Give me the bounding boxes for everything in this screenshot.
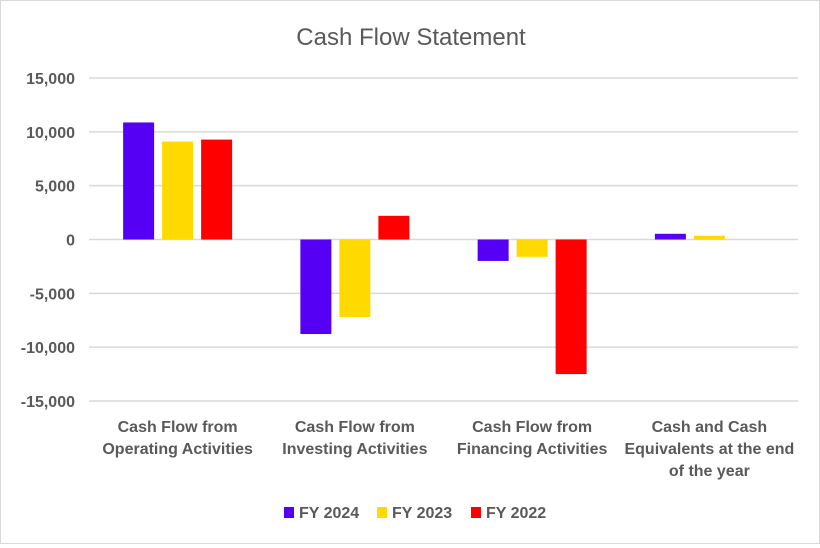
bar-fy-2024 — [477, 239, 509, 261]
bar-fy-2024 — [123, 122, 155, 240]
legend: FY 2024 FY 2023 FY 2022 — [284, 505, 546, 522]
bar-fy-2022 — [378, 215, 410, 240]
x-tick-label: Investing Activities — [282, 441, 427, 458]
x-axis-labels: Cash Flow from Operating Activities Cash F… — [102, 419, 794, 480]
bar-fy-2023 — [162, 141, 194, 240]
bar-fy-2023 — [693, 235, 725, 240]
legend-swatch — [471, 507, 481, 518]
y-tick-label: 15,000 — [26, 71, 75, 88]
legend-label: FY 2024 — [299, 505, 359, 522]
y-tick-label: 0 — [66, 233, 75, 250]
chart-title: Cash Flow Statement — [296, 24, 526, 51]
bar-fy-2023 — [339, 239, 371, 318]
x-tick-label: Cash Flow from — [295, 419, 415, 436]
y-tick-label: 10,000 — [26, 125, 75, 142]
x-tick-label: Operating Activities — [102, 441, 253, 458]
y-tick-label: 5,000 — [35, 179, 75, 196]
x-tick-label: Cash Flow from — [118, 419, 238, 436]
legend-swatch — [284, 507, 294, 518]
bar-fy-2022 — [555, 239, 587, 375]
y-tick-label: -10,000 — [21, 340, 75, 357]
x-tick-label: Cash and Cash — [652, 419, 768, 436]
legend-swatch — [377, 507, 387, 518]
y-tick-label: -5,000 — [30, 286, 75, 303]
y-tick-label: -15,000 — [21, 394, 75, 411]
x-tick-label: Financing Activities — [457, 441, 608, 458]
legend-label: FY 2023 — [392, 505, 452, 522]
bar-fy-2023 — [516, 239, 548, 257]
bar-fy-2024 — [300, 239, 332, 335]
gridlines — [89, 77, 798, 402]
bar-fy-2024 — [654, 233, 686, 240]
x-tick-label: Equivalents at the end — [624, 441, 794, 458]
x-tick-label: of the year — [669, 463, 750, 480]
bar-fy-2022 — [201, 139, 233, 240]
x-tick-label: Cash Flow from — [472, 419, 592, 436]
y-axis-ticks: 15,000 10,000 5,000 0 -5,000 -10,000 -15,000 — [21, 71, 75, 411]
legend-label: FY 2022 — [486, 505, 546, 522]
bars — [123, 122, 725, 375]
